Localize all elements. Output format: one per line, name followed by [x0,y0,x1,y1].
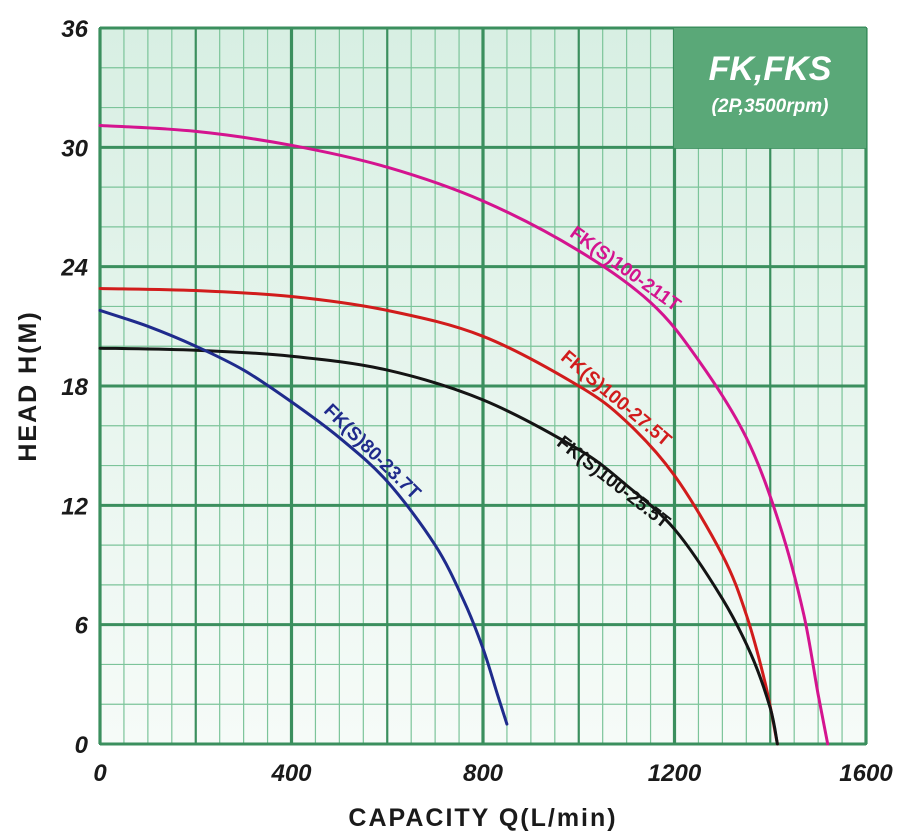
series-line-3 [98,308,509,726]
x-tick-label: 1200 [648,760,702,787]
y-tick-label: 30 [61,135,88,162]
series-line-1 [98,287,779,746]
x-tick-labels: 0 400 800 1200 1600 [93,760,893,787]
series-line-2 [98,346,779,746]
title-box-background [674,28,866,148]
y-axis-title: HEAD H(M) [14,310,42,461]
y-tick-label: 36 [61,16,88,43]
y-tick-label: 0 [75,732,89,759]
plot-border [99,27,867,745]
chart-title: FK,FKS [709,50,832,88]
x-tick-label: 1600 [839,760,893,787]
y-tick-label: 24 [60,255,88,282]
y-tick-label: 6 [75,613,89,640]
y-tick-labels: 0 6 12 18 24 30 36 [60,16,88,759]
series-lines [98,124,830,746]
y-tick-label: 18 [61,374,88,401]
title-box: FK,FKS (2P,3500rpm) [674,28,866,148]
x-axis-title: CAPACITY Q(L/min) [348,804,617,832]
x-tick-label: 800 [463,760,504,787]
chart-subtitle: (2P,3500rpm) [712,96,829,117]
x-tick-label: 400 [270,760,312,787]
y-tick-label: 12 [61,493,88,520]
x-tick-label: 0 [93,760,107,787]
series-line-0 [98,124,830,746]
